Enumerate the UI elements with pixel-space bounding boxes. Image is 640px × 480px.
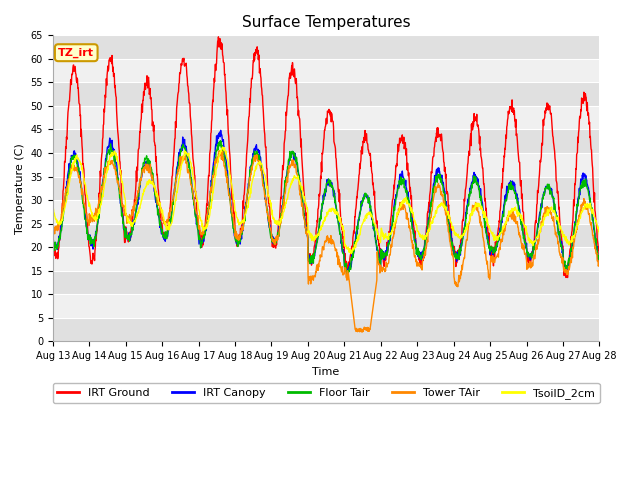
Bar bbox=[52, 247, 600, 271]
Tower TAir bbox=[531, 253, 539, 259]
IRT Ground bbox=[564, 275, 572, 280]
Text: TZ_irt: TZ_irt bbox=[58, 48, 94, 58]
Tower TAir bbox=[215, 148, 223, 154]
Bar bbox=[52, 318, 600, 341]
Line: Tower TAir: Tower TAir bbox=[52, 151, 600, 332]
TsoilD_2cm bbox=[347, 251, 355, 256]
Floor Tair bbox=[412, 242, 419, 248]
IRT Ground bbox=[157, 224, 165, 229]
TsoilD_2cm bbox=[596, 232, 604, 238]
X-axis label: Time: Time bbox=[312, 367, 340, 376]
Floor Tair bbox=[343, 271, 351, 277]
IRT Ground bbox=[412, 237, 419, 242]
Title: Surface Temperatures: Surface Temperatures bbox=[242, 15, 410, 30]
IRT Ground bbox=[170, 144, 178, 149]
Floor Tair bbox=[596, 255, 604, 261]
Floor Tair bbox=[483, 234, 491, 240]
Y-axis label: Temperature (C): Temperature (C) bbox=[15, 143, 25, 234]
IRT Ground bbox=[232, 239, 240, 245]
Floor Tair bbox=[170, 190, 178, 195]
Bar bbox=[52, 177, 600, 200]
Tower TAir bbox=[232, 228, 240, 234]
IRT Canopy bbox=[232, 233, 240, 239]
Bar bbox=[52, 153, 600, 177]
IRT Ground bbox=[483, 216, 490, 221]
Bar bbox=[52, 36, 600, 59]
Floor Tair bbox=[49, 240, 56, 246]
TsoilD_2cm bbox=[157, 206, 165, 212]
Bar bbox=[52, 200, 600, 224]
Line: TsoilD_2cm: TsoilD_2cm bbox=[52, 147, 600, 253]
Floor Tair bbox=[232, 238, 240, 244]
Line: IRT Canopy: IRT Canopy bbox=[52, 131, 600, 272]
Floor Tair bbox=[157, 226, 165, 232]
Tower TAir bbox=[157, 211, 165, 216]
TsoilD_2cm bbox=[531, 238, 539, 243]
Line: Floor Tair: Floor Tair bbox=[52, 141, 600, 274]
Legend: IRT Ground, IRT Canopy, Floor Tair, Tower TAir, TsoilD_2cm: IRT Ground, IRT Canopy, Floor Tair, Towe… bbox=[52, 383, 600, 403]
TsoilD_2cm bbox=[412, 220, 419, 226]
TsoilD_2cm bbox=[232, 209, 240, 215]
Bar bbox=[52, 59, 600, 83]
IRT Canopy bbox=[483, 233, 490, 239]
IRT Ground bbox=[531, 224, 539, 229]
Bar bbox=[52, 106, 600, 130]
Floor Tair bbox=[216, 138, 224, 144]
IRT Canopy bbox=[412, 237, 419, 243]
IRT Canopy bbox=[170, 186, 178, 192]
Tower TAir bbox=[170, 188, 178, 193]
TsoilD_2cm bbox=[483, 217, 491, 223]
Tower TAir bbox=[412, 256, 419, 262]
Floor Tair bbox=[531, 239, 539, 244]
Line: IRT Ground: IRT Ground bbox=[52, 37, 600, 277]
Tower TAir bbox=[49, 221, 56, 227]
Bar bbox=[52, 271, 600, 294]
IRT Ground bbox=[49, 239, 56, 245]
Bar bbox=[52, 294, 600, 318]
IRT Canopy bbox=[561, 269, 569, 275]
Tower TAir bbox=[483, 261, 491, 267]
TsoilD_2cm bbox=[219, 144, 227, 150]
IRT Ground bbox=[596, 253, 604, 259]
IRT Canopy bbox=[531, 240, 539, 245]
IRT Canopy bbox=[49, 237, 56, 243]
IRT Canopy bbox=[157, 228, 165, 234]
IRT Canopy bbox=[217, 128, 225, 133]
Bar bbox=[52, 130, 600, 153]
TsoilD_2cm bbox=[170, 206, 178, 212]
IRT Ground bbox=[214, 34, 222, 40]
IRT Canopy bbox=[596, 261, 604, 266]
Tower TAir bbox=[358, 329, 366, 335]
Tower TAir bbox=[596, 263, 604, 268]
Bar bbox=[52, 83, 600, 106]
Bar bbox=[52, 224, 600, 247]
TsoilD_2cm bbox=[49, 204, 56, 209]
